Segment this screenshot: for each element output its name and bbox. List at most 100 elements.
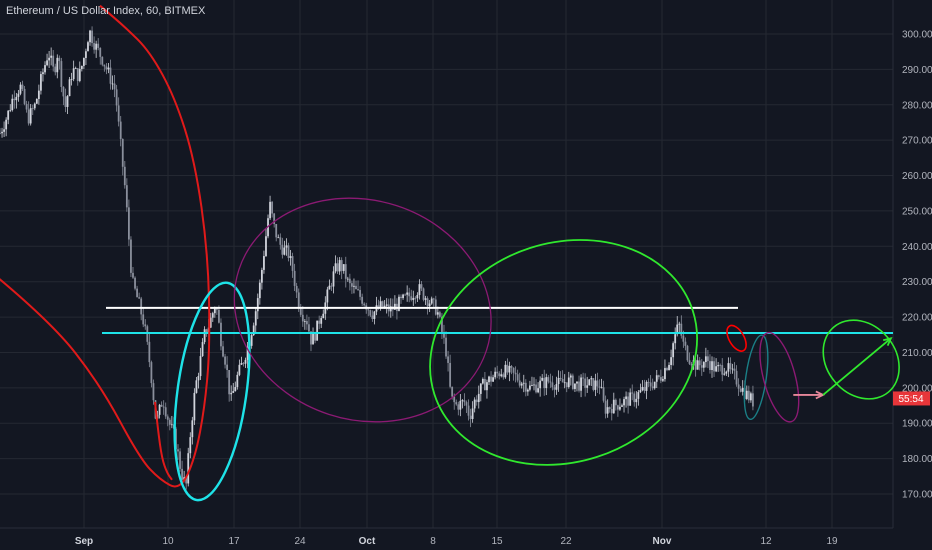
candle-body — [111, 83, 114, 85]
candle-body — [318, 320, 321, 324]
candle-body — [610, 409, 613, 414]
y-tick-label: 250.00 — [902, 206, 932, 217]
candle-body — [662, 379, 664, 381]
y-tick-label: 270.00 — [902, 136, 932, 147]
candle-body — [70, 79, 73, 80]
candle-body — [175, 428, 177, 450]
teal-ellipse-small[interactable] — [740, 334, 772, 421]
candle-body — [643, 386, 646, 391]
cyan-ellipse[interactable] — [163, 278, 262, 505]
candle-body — [60, 61, 63, 87]
candle-body — [134, 277, 136, 289]
candle-body — [541, 377, 544, 381]
purple-ellipse-large[interactable] — [205, 165, 520, 454]
candle-body — [666, 368, 668, 371]
candle-body — [565, 382, 568, 388]
candle-body — [571, 375, 574, 389]
candle-body — [567, 377, 570, 388]
candle-body — [625, 396, 627, 400]
candle-body — [402, 294, 404, 299]
candle-body — [733, 368, 736, 371]
red-ellipse-small[interactable] — [723, 322, 750, 354]
y-tick-label: 170.00 — [902, 490, 932, 501]
candle-body — [87, 42, 89, 52]
candle-body — [627, 396, 630, 406]
candle-body — [612, 399, 615, 414]
y-tick-label: 280.00 — [902, 100, 932, 111]
candle-body — [686, 345, 689, 361]
candle-body — [211, 313, 214, 318]
candle-body — [563, 382, 566, 384]
candle-body — [424, 298, 427, 300]
candle-body — [80, 65, 83, 69]
candle-body — [672, 343, 675, 358]
candle-body — [737, 384, 740, 389]
candle-body — [121, 138, 124, 167]
candle-body — [234, 386, 237, 392]
candle-body — [522, 382, 525, 384]
candle-body — [99, 47, 102, 57]
candle-body — [428, 303, 431, 307]
candle-body — [547, 377, 550, 382]
candle-body — [688, 360, 691, 364]
candle-body — [246, 346, 249, 360]
candle-body — [330, 285, 333, 287]
candle-body — [275, 223, 278, 238]
candle-body — [592, 378, 595, 390]
x-tick-label: 17 — [228, 536, 240, 547]
candle-body — [168, 419, 171, 425]
candle-body — [694, 359, 697, 370]
candle-body — [320, 318, 323, 324]
candle-body — [189, 437, 192, 454]
y-tick-label: 210.00 — [902, 348, 932, 359]
candle-body — [289, 256, 292, 258]
candle-body — [220, 322, 222, 347]
candle-body — [213, 308, 216, 314]
candle-body — [698, 360, 701, 366]
candle-body — [469, 415, 472, 419]
candle-body — [473, 399, 476, 409]
candle-body — [226, 364, 229, 371]
candle-body — [140, 298, 143, 315]
candle-body — [457, 404, 460, 410]
candle-body — [152, 383, 155, 401]
candle-body — [250, 335, 253, 346]
candle-body — [299, 308, 302, 315]
candle-body — [747, 390, 750, 401]
candle-body — [416, 294, 419, 299]
candle-body — [105, 66, 108, 70]
x-tick-label: 19 — [826, 536, 838, 547]
candle-body — [498, 373, 501, 377]
candle-body — [162, 406, 165, 408]
candle-body — [279, 237, 282, 245]
purple-ellipse-small[interactable] — [752, 329, 806, 426]
candle-body — [277, 237, 280, 239]
candle-body — [537, 388, 539, 393]
candle-body — [0, 133, 1, 134]
candle-body — [486, 382, 488, 391]
candle-body — [707, 356, 709, 362]
candle-body — [271, 201, 274, 214]
candle-body — [297, 292, 300, 309]
candle-body — [82, 57, 85, 66]
candle-body — [5, 119, 8, 130]
green-ellipse-large[interactable] — [401, 206, 727, 499]
candle-body — [281, 244, 284, 255]
candle-body — [236, 374, 239, 387]
red-trend-curve[interactable] — [0, 4, 211, 488]
red-trend-curve-lower[interactable] — [154, 401, 173, 481]
green-ellipse-small[interactable] — [808, 305, 915, 414]
candle-body — [179, 451, 181, 469]
candle-body — [146, 326, 149, 342]
candle-body — [602, 387, 605, 401]
candle-body — [639, 390, 642, 393]
candle-body — [40, 74, 42, 91]
green-arrow[interactable] — [822, 337, 892, 396]
candle-body — [72, 68, 75, 80]
candle-body — [443, 331, 445, 338]
candle-body — [657, 375, 660, 378]
x-tick-label: 8 — [430, 536, 436, 547]
candle-body — [103, 64, 106, 67]
candle-body — [582, 377, 585, 379]
